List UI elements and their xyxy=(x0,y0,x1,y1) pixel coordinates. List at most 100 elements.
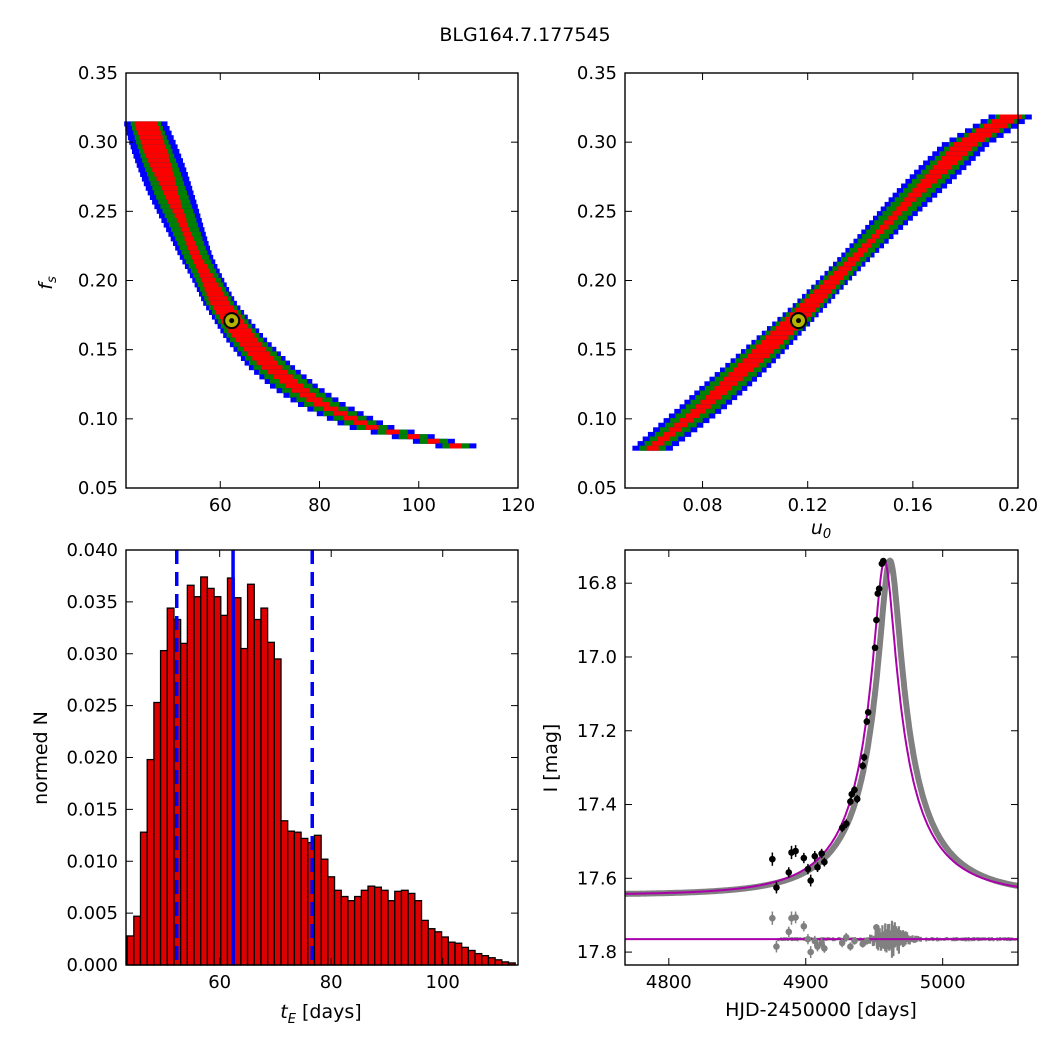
data-point xyxy=(863,718,871,725)
tr-xtick-label: 0.08 xyxy=(683,495,723,516)
tl-sigma1-cell xyxy=(204,287,222,292)
histogram-bar xyxy=(179,642,188,966)
histogram-bar xyxy=(193,596,202,966)
data-point xyxy=(864,709,872,716)
tr-ytick-label: 0.30 xyxy=(577,132,617,153)
tr-sigma1-cell xyxy=(976,128,1000,134)
bl-ytick-label: 0.015 xyxy=(66,799,118,820)
histogram-bar xyxy=(434,931,443,966)
histogram-bar xyxy=(333,889,342,966)
tr-sigma1-cell xyxy=(945,151,968,157)
br-ytick-label: 17.6 xyxy=(577,868,617,889)
tl-sigma1-cell xyxy=(197,268,210,274)
model-curve xyxy=(625,559,1018,895)
tr-sigma1-cell xyxy=(928,169,948,175)
tl-sigma1-cell xyxy=(172,208,184,214)
tl-sigma1-cell xyxy=(189,250,200,256)
bl-ticks: 60 80 100 0.040 0.035 0.030 0.025 0.020 0.015 0.0… xyxy=(66,540,518,993)
tr-sigma1-cell xyxy=(924,174,942,180)
tl-sigma1-cell xyxy=(140,139,165,145)
tl-sigma1-cell xyxy=(235,337,259,343)
histogram-bar xyxy=(494,959,503,966)
tr-sigma1-cell xyxy=(991,119,1015,125)
br-ylabel: I [mag] xyxy=(540,724,562,793)
residual-point xyxy=(800,922,808,930)
tr-sigma1-cell xyxy=(892,211,903,217)
histogram-bar xyxy=(313,834,322,966)
tl-sigma1-cell xyxy=(193,259,205,265)
data-point xyxy=(818,850,825,857)
histogram-bar xyxy=(166,607,175,966)
residual-point xyxy=(804,935,812,943)
data-point xyxy=(773,884,780,891)
data-point xyxy=(859,762,867,770)
histogram-bar xyxy=(159,649,168,966)
tl-sigma1-cell xyxy=(186,241,196,246)
histogram-bar xyxy=(347,900,356,966)
histogram-bar xyxy=(474,952,483,966)
tr-sigma1-cell xyxy=(920,178,937,184)
histogram-bar xyxy=(260,607,269,966)
tr-sigma1-cell xyxy=(695,404,711,410)
br-ytick-label: 16.8 xyxy=(577,573,617,594)
tr-sigma1-cell xyxy=(723,376,743,382)
residual-point xyxy=(838,939,846,947)
br-ytick-label: 17.2 xyxy=(577,721,617,742)
bl-ytick-label: 0.010 xyxy=(66,851,118,872)
tl-sigma1-cell xyxy=(137,130,161,136)
data-point xyxy=(814,863,821,871)
tr-sigma1-cell xyxy=(663,431,676,437)
histogram-bar xyxy=(454,942,463,966)
tl-sigma1-cell xyxy=(243,346,267,352)
tr-sigma1-cell xyxy=(742,358,764,364)
tr-sigma1-cell xyxy=(685,413,700,419)
tr-sigma1-cell xyxy=(983,123,1007,129)
tl-sigma1-cell xyxy=(195,264,208,269)
tl-sigma1-cell xyxy=(284,383,303,389)
tr-sigma1-cell xyxy=(714,385,733,391)
bl-ytick-label: 0.005 xyxy=(66,903,118,924)
br-ytick-label: 17.8 xyxy=(577,942,617,963)
tr-sigma1-cell xyxy=(871,234,880,240)
tl-sigma1-cell xyxy=(134,121,157,127)
tl-sigma1-cell xyxy=(228,328,252,334)
tl-sigma1-cell xyxy=(150,162,172,168)
tr-sigma1-cell xyxy=(751,349,774,355)
tr-sigma1-cell xyxy=(799,303,821,309)
data-point xyxy=(842,820,850,828)
tl-xtick-label: 120 xyxy=(501,495,535,516)
residual-point xyxy=(792,914,799,921)
br-xtick-label: 4800 xyxy=(646,972,692,993)
tl-sigma1-cell xyxy=(210,300,230,306)
tl-ytick-label: 0.30 xyxy=(78,132,118,153)
data-point xyxy=(838,824,846,832)
panel-tE-vs-fs: 60 80 100 120 0.35 0.30 0.25 0.20 0.15 0.10 0.05 f… xyxy=(35,63,535,516)
histogram-bar xyxy=(300,837,309,966)
tl-sigma1-cell xyxy=(291,388,310,394)
tr-sigma1-cell xyxy=(896,206,907,212)
br-plot-area xyxy=(625,557,1018,958)
tr-sigma1-cell xyxy=(775,326,798,332)
tr-sigma1-cell xyxy=(875,229,885,235)
histogram-bar xyxy=(240,647,249,966)
data-point xyxy=(871,644,879,652)
tl-ytick-label: 0.05 xyxy=(78,478,118,499)
tl-xtick-label: 80 xyxy=(308,495,331,516)
tl-axes-frame xyxy=(125,72,519,489)
tr-xlabel: u0 xyxy=(811,517,831,542)
residual-point xyxy=(863,937,871,945)
tl-sigma1-cell xyxy=(144,149,168,154)
tr-sigma1-cell xyxy=(652,441,665,447)
tl-ticks: 60 80 100 120 0.35 0.30 0.25 0.20 0.15 0.10 0.05 xyxy=(78,63,535,516)
histogram-bar xyxy=(380,889,389,966)
tl-sigma1-cell xyxy=(365,425,379,430)
tr-xtick-label: 0.20 xyxy=(998,495,1038,516)
bl-xlabel-unit: [days] xyxy=(296,1001,362,1023)
tr-best-fit-center xyxy=(795,318,801,324)
residual-point xyxy=(769,914,776,922)
bl-reference-lines xyxy=(174,550,314,965)
tl-sigma1-cell xyxy=(323,406,339,412)
histogram-bar xyxy=(213,596,222,966)
bl-ytick-label: 0.000 xyxy=(66,955,118,976)
